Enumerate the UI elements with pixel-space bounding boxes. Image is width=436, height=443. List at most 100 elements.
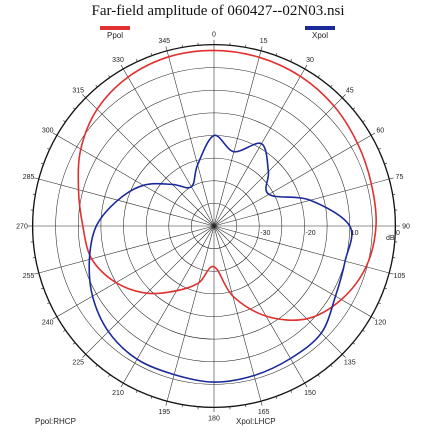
angle-tick [63,329,66,332]
grid-spoke [213,69,305,227]
grid-spoke [213,225,343,355]
legend-ppol-label: Ppol [106,31,123,40]
angle-tick [52,316,58,320]
angle-tick-label: 45 [346,88,354,95]
angle-tick-label: 255 [23,273,35,280]
angle-tick [377,147,381,150]
angle-tick [181,404,183,408]
angle-tick [352,107,356,110]
angle-tick-label: 15 [260,38,268,45]
angle-tick [290,59,293,63]
angle-tick-label: 90 [402,224,410,231]
angle-tick-label: 120 [374,320,386,327]
angle-tick [135,59,138,63]
angle-tick-label: 270 [16,224,28,231]
angle-tick [72,107,76,110]
angle-ticks: 0 15 30 45 60 75 90 105 120 135 150 165 180 195 210 225… [16,32,410,423]
angle-tick-label: 240 [42,320,54,327]
angle-tick-label: 150 [304,390,316,397]
radial-tick-label: -20 [306,230,316,237]
angle-tick [275,52,278,57]
angle-tick [120,382,124,388]
angle-tick-label: 300 [42,128,54,135]
angle-tick-label: 345 [158,38,170,45]
angle-tick-label: 330 [112,57,124,64]
angle-tick [304,382,308,388]
grid-spoke [213,51,262,227]
angle-tick [370,316,376,320]
angle-tick [341,94,346,99]
grid-spoke [57,135,215,227]
angle-tick [392,193,396,195]
grid-spoke [213,135,371,227]
angle-tick [383,162,388,165]
angle-tick-label: 60 [376,128,384,135]
series-line-ppol [77,49,377,321]
footer-ppol-label: Ppol:RHCP [35,417,76,426]
angle-tick [95,84,98,88]
angle-tick [245,404,247,408]
angle-tick [352,342,356,345]
grid-spoke [213,97,343,227]
angle-tick [330,364,333,368]
angle-tick-label: 30 [306,57,314,64]
angle-tick [388,177,394,180]
angle-tick [82,94,87,99]
grid-spoke [39,178,215,227]
footer-xpol-label: Xpol:LHCP [236,417,276,426]
angle-tick [40,287,45,290]
grid-spoke [123,69,215,227]
angle-tick [245,44,247,48]
grid-spoke [57,225,215,317]
angle-tick [181,44,183,48]
radial-labels: -30 -20 10 0dB [260,230,400,242]
angle-tick [388,272,394,275]
angle-tick [32,193,36,195]
angle-tick-label: 75 [396,174,404,181]
angle-tick-label: 195 [158,409,170,416]
angle-tick [362,329,365,332]
angle-tick [275,395,278,400]
angle-tick [120,64,124,70]
radial-tick-label: -30 [260,230,270,237]
angle-tick-label: 105 [394,273,406,280]
series-line-xpol [88,134,353,383]
angle-tick [108,374,111,377]
angle-tick [40,162,45,165]
grid-spoke [213,178,389,227]
angle-tick [392,257,396,259]
angle-tick [383,287,388,290]
grid-spoke [166,51,215,227]
angle-tick [32,257,36,259]
angle-tick [108,75,111,78]
grid-spoke [213,225,262,401]
grid-spoke [213,225,371,317]
grid-spoke [85,97,215,227]
angle-tick-label: 180 [208,416,220,423]
angle-tick-label: 0 [212,32,216,39]
angle-tick [34,177,40,180]
grid-spoke [123,225,215,383]
angle-tick [304,64,308,70]
grid-spoke [39,225,215,274]
grid-spoke [166,225,215,401]
angle-tick [72,342,76,345]
radial-unit-label: dB [386,235,395,242]
chart-title: Far-field amplitude of 060427--02N03.nsi [91,3,345,19]
angle-tick [377,302,381,305]
angle-tick [150,52,153,57]
grid-spoke [213,225,305,383]
angle-tick-label: 315 [72,88,84,95]
angle-tick [34,272,40,275]
angle-tick [317,75,320,78]
radial-tick-label: 10 [351,230,359,237]
angle-tick [317,374,320,377]
angle-tick [150,395,153,400]
angle-tick-label: 165 [258,409,270,416]
angle-tick [165,46,168,52]
angle-tick [52,132,58,136]
grid-spoke [213,225,389,274]
angle-tick [95,364,98,368]
series-layer [77,49,377,383]
